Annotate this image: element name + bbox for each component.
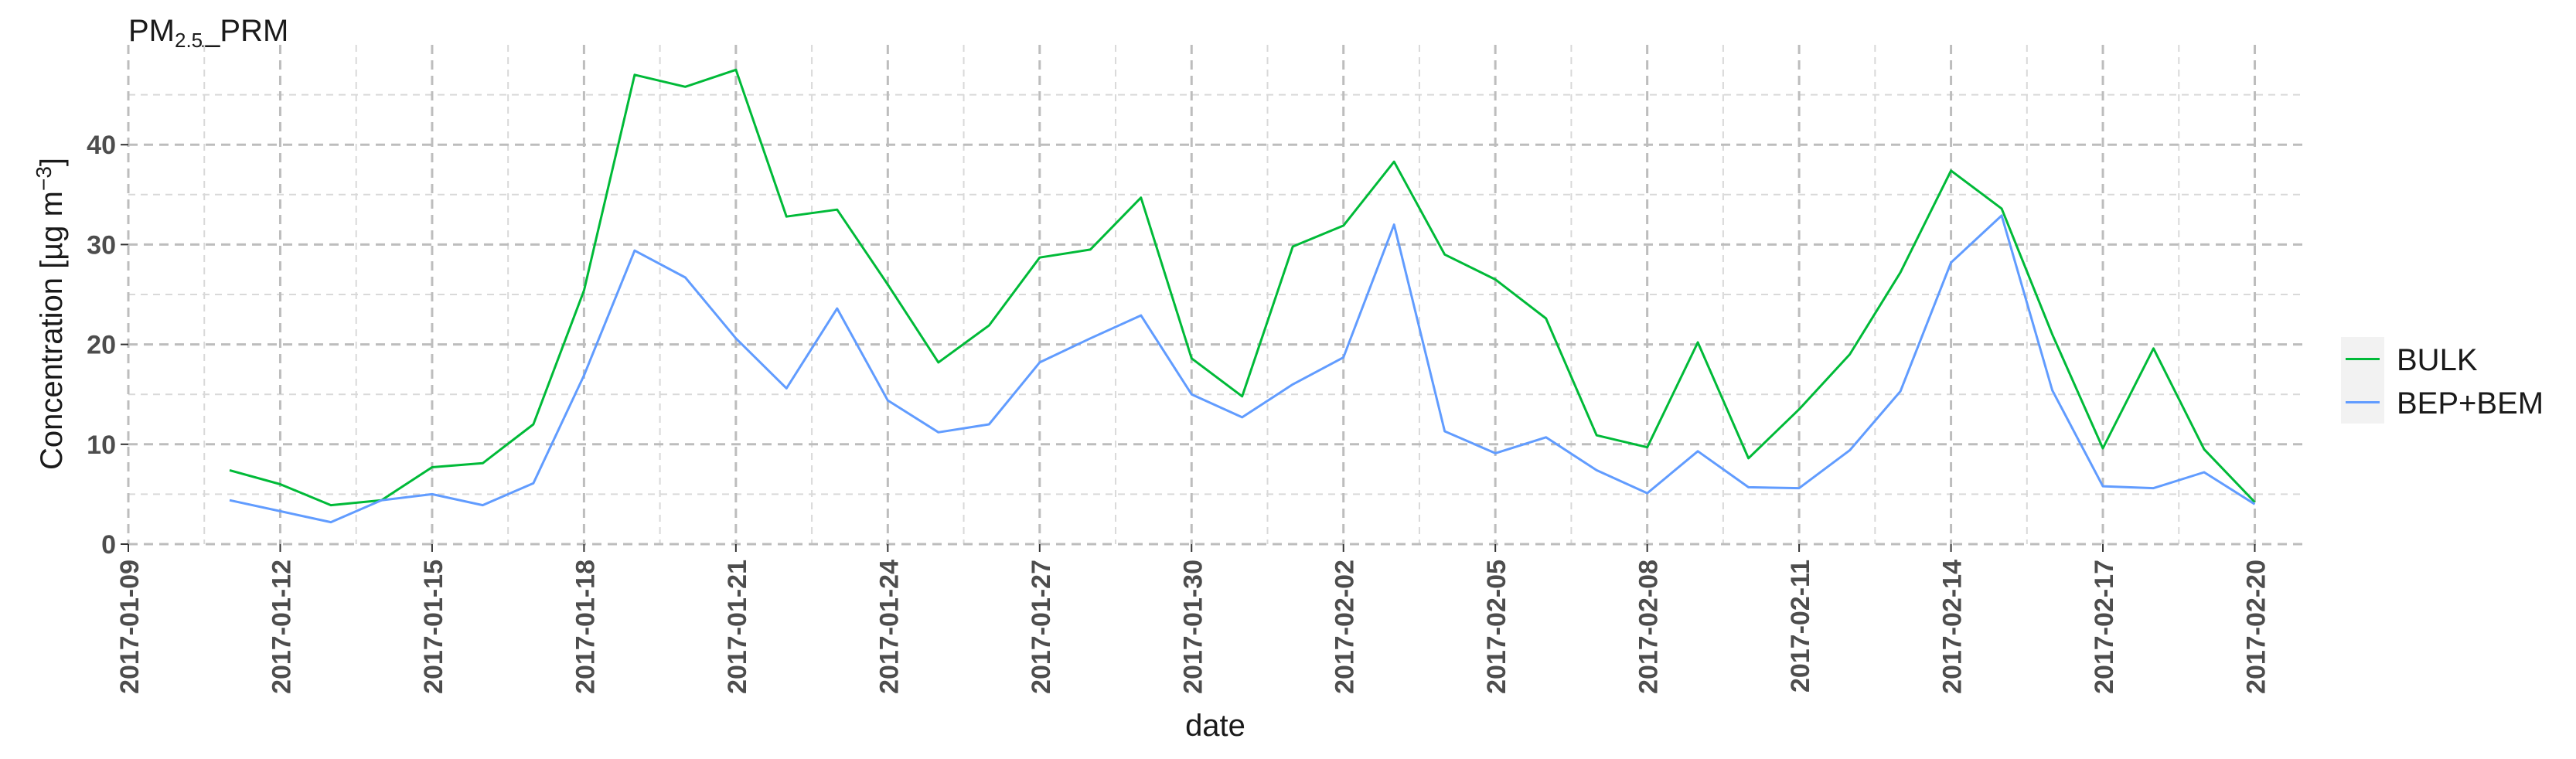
x-tick-label: 2017-02-11	[1786, 560, 1815, 693]
x-tick-label: 2017-02-14	[1938, 560, 1968, 694]
y-axis-label-close: ]	[35, 158, 69, 166]
y-tick-label: 0	[101, 530, 116, 560]
y-axis-label-text: Concentration [µg m	[35, 191, 69, 470]
y-tick-label: 10	[87, 431, 116, 460]
x-tick-label: 2017-01-12	[267, 560, 296, 694]
legend-label-bep-bem: BEP+BEM	[2397, 386, 2544, 420]
x-tick-label: 2017-01-18	[571, 560, 600, 694]
x-tick-label: 2017-02-02	[1331, 560, 1360, 694]
title-main: PM	[128, 14, 175, 48]
chart-title: PM2.5_PRM	[128, 14, 288, 53]
y-tick-label: 30	[87, 230, 116, 260]
series-line-bulk	[229, 68, 2256, 507]
x-tick-label: 2017-02-17	[2090, 560, 2119, 694]
title-suffix: _PRM	[203, 14, 289, 48]
legend-key-bep-bem	[2341, 380, 2384, 424]
x-axis-label: date	[1185, 709, 1245, 743]
y-axis-label: Concentration [µg m−3]	[32, 158, 69, 470]
x-tick-label: 2017-02-08	[1634, 560, 1664, 694]
x-tick-label: 2017-01-27	[1027, 560, 1056, 694]
x-tick-label: 2017-01-30	[1178, 560, 1208, 694]
x-tick-label: 2017-01-09	[115, 560, 145, 694]
grid	[127, 45, 2305, 546]
legend-key-bulk	[2341, 337, 2384, 380]
y-tick-label: 40	[87, 131, 116, 160]
x-tick-label: 2017-01-24	[874, 560, 904, 694]
y-tick-label: 20	[87, 331, 116, 360]
x-axis-ticks: 2017-01-09 2017-01-12 2017-01-15 2017-01-18…	[115, 544, 2271, 694]
y-axis-ticks: 0 10 20 30 40	[87, 131, 128, 560]
series-line-bep-bem	[229, 214, 2256, 524]
legend-label-bulk: BULK	[2397, 343, 2478, 377]
y-axis-label-exponent: −3	[32, 166, 56, 191]
x-tick-label: 2017-01-15	[419, 560, 448, 694]
x-tick-label: 2017-02-20	[2242, 560, 2271, 694]
x-tick-label: 2017-02-05	[1482, 560, 1511, 694]
title-subscript: 2.5	[175, 29, 203, 52]
x-tick-label: 2017-01-21	[723, 560, 752, 694]
series-lines	[229, 68, 2256, 524]
